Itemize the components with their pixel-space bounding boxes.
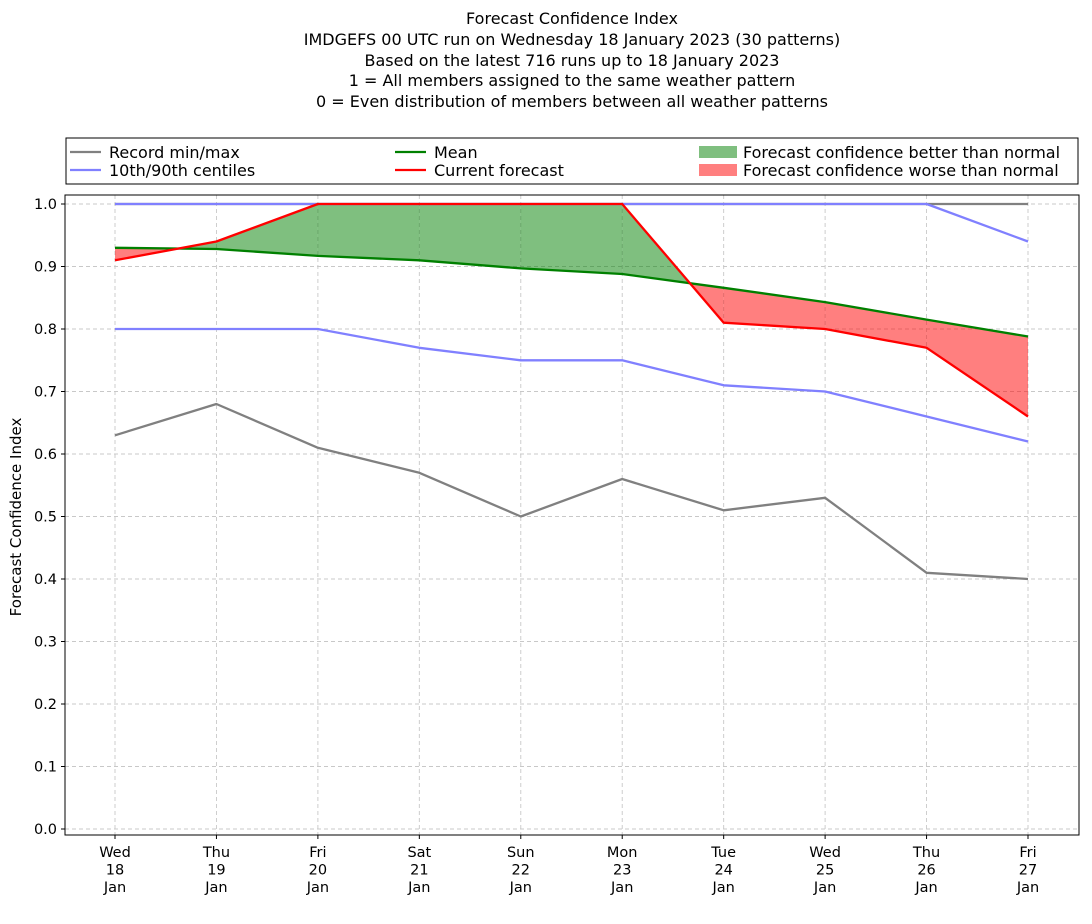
x-tick-label: Mon 23 Jan [607,845,638,896]
y-tick-label: 1.0 [34,197,57,213]
y-tick-label: 0.8 [34,322,57,338]
x-tick-label: Fri 27 Jan [1016,845,1039,896]
worse-than-normal-area [926,319,1028,417]
better-than-normal-area [419,204,521,269]
y-tick-label: 0.2 [34,697,57,713]
x-tick-label: Thu 26 Jan [912,845,940,896]
worse-than-normal-area [723,287,826,329]
grid [65,195,1079,835]
x-tick-label: Sun 22 Jan [507,845,535,896]
title-line-1: Forecast Confidence Index [466,9,678,28]
legend-label-better: Forecast confidence better than normal [743,143,1060,162]
y-tick-label: 0.4 [34,572,57,588]
x-tick-label: Wed 18 Jan [99,845,131,896]
legend-swatch-better [699,146,737,158]
better-than-normal-area [216,204,318,256]
legend-frame [65,137,1079,185]
legend-swatch-worse [699,164,737,176]
y-tick-label: 0.6 [34,447,57,463]
y-tick-label: 0.1 [34,760,57,776]
y-tick-label: 0.5 [34,510,57,526]
title-line-4: 1 = All members assigned to the same wea… [349,71,796,90]
better-than-normal-area [317,204,420,261]
y-axis-label: Forecast Confidence Index [7,418,25,617]
legend-label-current: Current forecast [434,161,564,180]
y-tick-label: 0.3 [34,635,57,651]
legend-label-centiles: 10th/90th centiles [109,161,255,180]
y-tick-label: 0.0 [34,822,57,838]
title-line-5: 0 = Even distribution of members between… [316,92,828,111]
legend: Record min/max 10th/90th centiles Mean C… [65,137,1079,185]
title-line-3: Based on the latest 716 runs up to 18 Ja… [365,51,780,70]
y-axis-ticks: 0.0 0.1 0.2 0.3 0.4 0.5 0.6 0.7 0.8 0.9 1.0 [34,197,65,838]
legend-label-worse: Forecast confidence worse than normal [743,161,1059,180]
x-tick-label: Tue 24 Jan [710,845,736,896]
worse-than-normal-area [825,302,927,348]
x-axis-ticks: Wed 18 Jan Thu 19 Jan Fri 20 Jan Sat 21 Jan Sun 22 Jan… [99,835,1039,896]
fill-areas [115,204,1028,417]
x-tick-label: Thu 19 Jan [202,845,230,896]
legend-label-record: Record min/max [109,143,240,162]
series-lines [114,202,1029,581]
plot-frame [64,194,1080,836]
series-line-record-min [114,402,1029,581]
better-than-normal-area [520,204,623,274]
legend-label-mean: Mean [434,143,478,162]
y-tick-label: 0.9 [34,260,57,276]
chart-title: Forecast Confidence Index IMDGEFS 00 UTC… [304,9,841,111]
y-tick-label: 0.7 [34,385,57,401]
x-tick-label: Wed 25 Jan [809,845,841,896]
series-line-10th-centile [115,327,1029,443]
x-tick-label: Fri 20 Jan [306,845,329,896]
title-line-2: IMDGEFS 00 UTC run on Wednesday 18 Janua… [304,30,841,49]
series-line-mean [114,246,1029,338]
x-tick-label: Sat 21 Jan [407,845,431,896]
series-line-current-forecast [114,202,1029,418]
